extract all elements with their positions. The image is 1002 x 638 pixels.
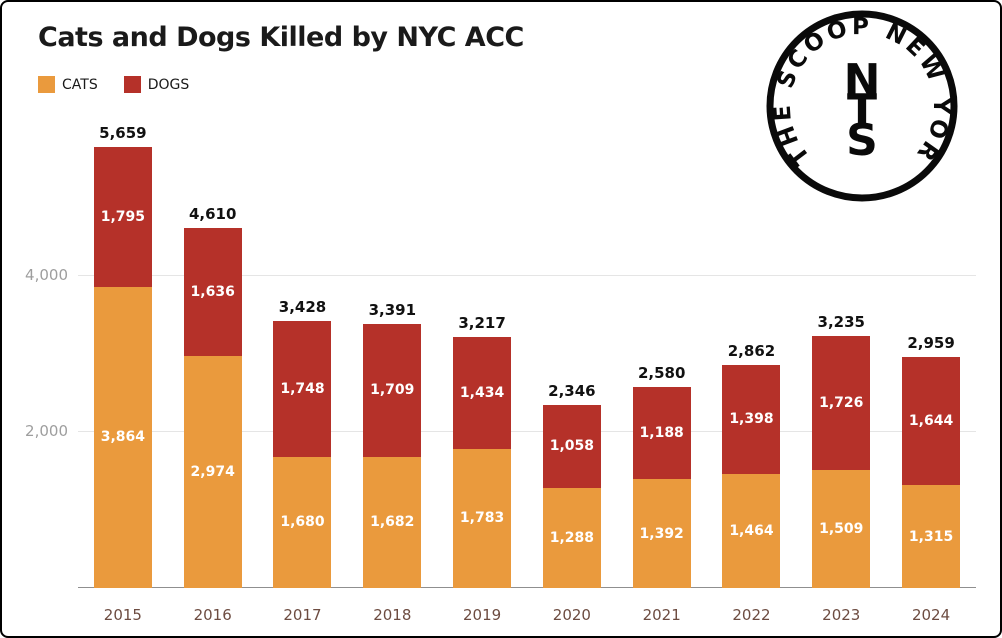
year-label: 2020: [552, 606, 591, 624]
dogs-segment: 1,795: [93, 146, 152, 287]
dogs-swatch: [123, 76, 141, 93]
cats-segment: 1,682: [363, 456, 422, 588]
stacked-bar: 1,434 1,783: [453, 337, 512, 588]
bar-column: 5,659 1,795 3,864 2015: [78, 120, 168, 624]
cats-segment: 1,392: [632, 479, 691, 588]
stacked-bar: 1,709 1,682: [363, 323, 422, 588]
year-label: 2023: [822, 606, 861, 624]
cats-segment: 1,783: [453, 448, 512, 588]
legend-item-dogs: DOGS: [123, 76, 190, 93]
y-tick-label: 4,000: [25, 266, 68, 284]
dogs-segment: 1,058: [542, 405, 601, 488]
dogs-segment: 1,636: [183, 228, 242, 357]
legend-item-cats: CATS: [38, 76, 98, 93]
stacked-bar: 1,726 1,509: [812, 335, 871, 588]
gridline: 4,000: [25, 266, 976, 284]
total-label: 3,428: [278, 297, 327, 316]
dogs-segment: 1,726: [812, 335, 871, 471]
bar-column: 2,346 1,058 1,288 2020: [527, 120, 617, 624]
cats-swatch: [38, 76, 55, 93]
stacked-bar: 1,795 3,864: [93, 146, 152, 588]
bar-column: 4,610 1,636 2,974 2016: [168, 120, 258, 624]
total-label: 4,610: [188, 205, 237, 224]
bars: 5,659 1,795 3,864 2015 4,610 1,636 2,974 2016 3,…: [78, 120, 976, 624]
cats-segment: 1,680: [273, 456, 332, 588]
total-label: 2,959: [907, 334, 955, 353]
stacked-bar: 1,644 1,315: [902, 357, 961, 588]
total-label: 3,391: [368, 300, 417, 319]
total-label: 2,346: [548, 382, 596, 401]
dogs-segment: 1,644: [902, 357, 961, 486]
y-tick-label: 2,000: [25, 422, 68, 440]
bar-column: 3,235 1,726 1,509 2023: [796, 120, 886, 624]
monogram-letter-s: S: [846, 115, 878, 166]
dogs-segment: 1,434: [453, 337, 512, 449]
dogs-segment: 1,748: [273, 320, 332, 457]
cats-segment: 2,974: [183, 356, 242, 588]
monogram-letter-t: T: [847, 85, 877, 136]
legend: CATS DOGS: [38, 76, 189, 93]
year-label: 2018: [373, 606, 412, 624]
stacked-bar: 1,748 1,680: [273, 320, 332, 588]
cats-segment: 1,464: [722, 473, 781, 588]
scoop-stamp-icon: THE SCOOP NEW YORK N T S: [751, 2, 958, 202]
monogram-letter-n: N: [844, 55, 881, 106]
stacked-bar: 1,398 1,464: [722, 364, 781, 588]
year-label: 2015: [103, 606, 142, 624]
logo-monogram: N T S: [844, 55, 881, 166]
stacked-bar: 1,636 2,974: [183, 228, 242, 588]
cats-segment: 1,315: [902, 485, 961, 588]
dogs-legend-label: DOGS: [147, 76, 190, 93]
bar-column: 2,580 1,188 1,392 2021: [617, 120, 707, 624]
year-label: 2016: [193, 606, 232, 624]
logo-circle: [766, 10, 958, 202]
year-label: 2019: [462, 606, 502, 624]
chart-title: Cats and Dogs Killed by NYC ACC: [38, 22, 524, 53]
year-label: 2021: [642, 606, 681, 624]
year-label: 2017: [283, 606, 322, 624]
bar-column: 3,428 1,748 1,680 2017: [258, 120, 348, 624]
total-label: 2,580: [637, 363, 686, 382]
scoop-logo: THE SCOOP NEW YORK N T S: [751, 2, 962, 206]
dogs-segment: 1,398: [722, 364, 781, 474]
stacked-bar: 1,058 1,288: [542, 405, 601, 588]
total-label: 2,862: [727, 341, 776, 360]
gridlines: 2,000 4,000: [25, 120, 976, 588]
bar-column: 3,217 1,434 1,783 2019: [437, 120, 527, 624]
total-label: 3,217: [458, 314, 506, 333]
cats-segment: 1,288: [542, 487, 601, 588]
gridline: 2,000: [25, 422, 976, 440]
dogs-segment: 1,188: [632, 386, 691, 480]
cats-segment: 1,509: [812, 470, 871, 588]
total-label: 3,235: [817, 312, 865, 331]
stacked-bar: 1,188 1,392: [632, 386, 691, 588]
x-axis-line: [78, 587, 976, 588]
dogs-segment: 1,709: [363, 323, 422, 457]
bar-column: 2,862 1,398 1,464 2022: [707, 120, 797, 624]
year-label: 2024: [911, 606, 951, 624]
bar-column: 3,391 1,709 1,682 2018: [347, 120, 437, 624]
bar-column: 2,959 1,644 1,315 2024: [886, 120, 976, 624]
plot-area: 2,000 4,000 5,659 1,795 3,864 2015 4,610 1,636…: [25, 120, 976, 624]
year-label: 2022: [732, 606, 771, 624]
cats-legend-label: CATS: [62, 76, 98, 93]
total-label: 5,659: [99, 123, 147, 142]
cats-segment: 3,864: [93, 286, 152, 588]
